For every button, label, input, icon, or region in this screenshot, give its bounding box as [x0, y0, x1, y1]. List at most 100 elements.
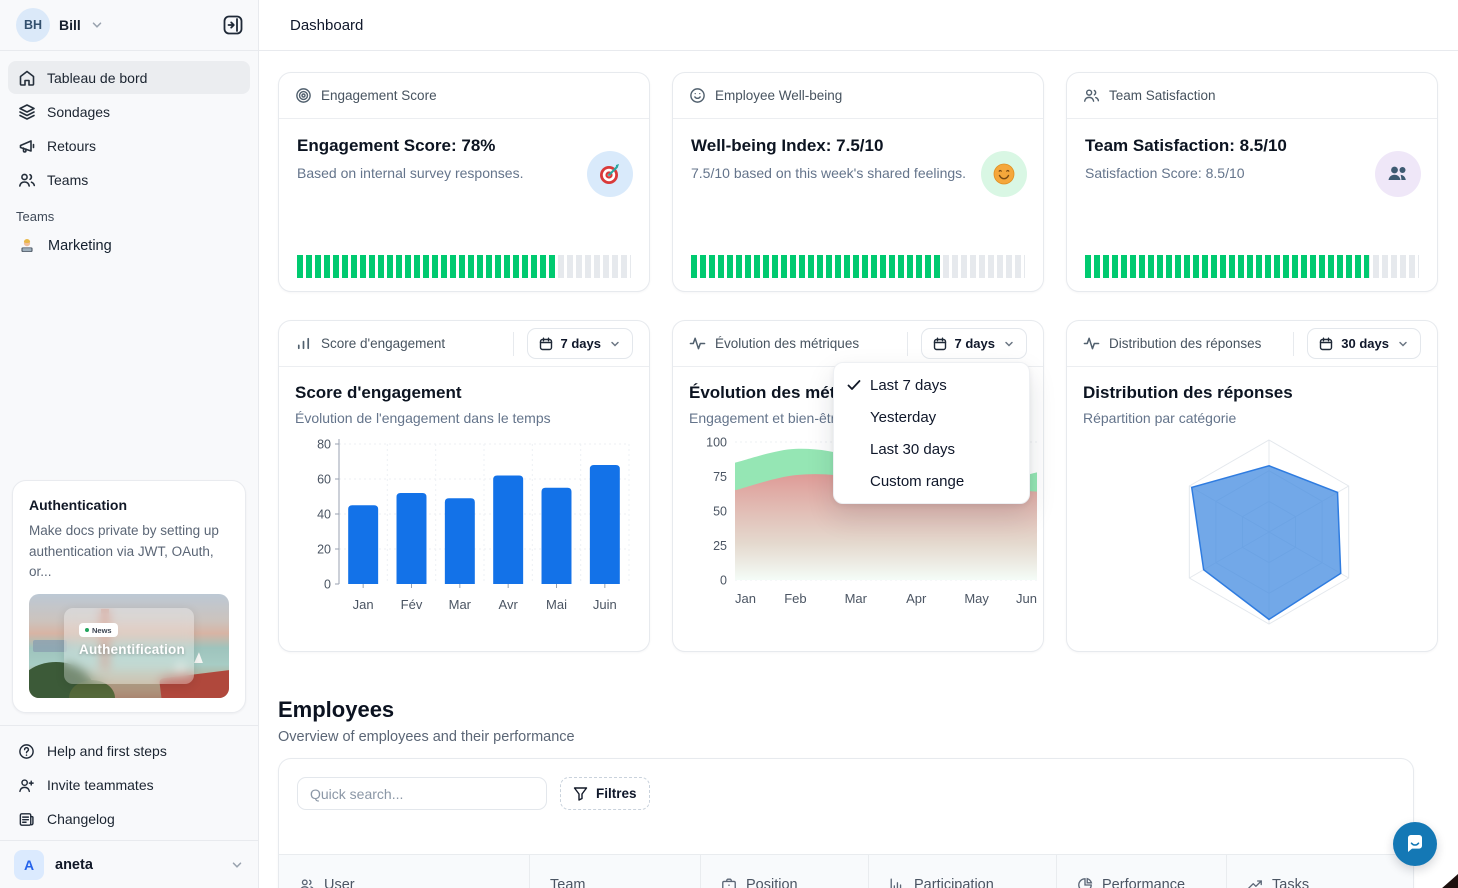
user-name[interactable]: Bill — [59, 17, 81, 33]
svg-text:Mar: Mar — [845, 591, 868, 606]
column-label: Performance — [1102, 876, 1186, 888]
sidebar-item-label: Sondages — [47, 103, 111, 120]
sidebar: BH Bill Tableau de bord — [0, 0, 259, 888]
engagement-progress-bar — [297, 255, 631, 278]
target-dart-emoji — [587, 151, 633, 197]
svg-text:60: 60 — [317, 473, 331, 487]
stat-title: Engagement Score: 78% — [297, 136, 496, 155]
card-header-label: Employee Well-being — [715, 88, 843, 103]
check-icon — [846, 377, 862, 393]
progress-fill — [691, 255, 942, 278]
smile-icon — [689, 87, 706, 104]
stat-card-row: Engagement Score Engagement Score: 78% B… — [278, 72, 1438, 292]
promo-image-title: Authentification — [79, 642, 185, 657]
sailboat-shape — [194, 652, 203, 664]
menu-item-last-7-days[interactable]: Last 7 days — [834, 369, 1029, 401]
menu-item-last-30-days[interactable]: Last 30 days — [834, 433, 1029, 465]
technologist-emoji-icon — [18, 237, 36, 255]
users-icon — [18, 171, 36, 189]
promo-glass-overlay: News Authentification — [64, 608, 194, 684]
date-range-button[interactable]: 30 days — [1307, 328, 1421, 359]
date-range-dropdown-menu: Last 7 days Yesterday Last 30 days Custo… — [833, 362, 1030, 504]
sidebar-item-dashboard[interactable]: Tableau de bord — [8, 61, 250, 94]
footer-item-label: Invite teammates — [47, 777, 154, 793]
calendar-icon — [1319, 337, 1333, 351]
search-input[interactable] — [297, 777, 547, 810]
divider — [1293, 331, 1295, 356]
sidebar-item-label: Retours — [47, 137, 97, 154]
svg-text:May: May — [964, 591, 989, 606]
column-header-participation[interactable]: Participation — [869, 855, 1057, 888]
topbar: Dashboard — [259, 0, 1458, 51]
filters-label: Filtres — [596, 786, 637, 801]
sidebar-collapse-button[interactable] — [220, 12, 246, 38]
column-label: User — [324, 876, 355, 888]
card-header: Distribution des réponses 30 days — [1067, 321, 1437, 367]
satisfaction-progress-bar — [1085, 255, 1419, 278]
menu-item-label: Last 30 days — [870, 440, 956, 458]
card-header-label: Évolution des métriques — [715, 336, 860, 351]
chat-bubble-icon — [1408, 835, 1422, 852]
column-label: Participation — [914, 876, 994, 888]
radar-chart — [1083, 432, 1421, 637]
divider — [512, 331, 514, 356]
divider — [0, 50, 258, 51]
workspace-switcher[interactable]: A aneta — [0, 840, 258, 888]
card-body: Score d'engagement Évolution de l'engage… — [279, 367, 649, 623]
invite-teammates-item[interactable]: Invite teammates — [8, 768, 250, 802]
sidebar-item-label: Teams — [47, 171, 89, 188]
card-body: Well-being Index: 7.5/10 7.5/10 based on… — [673, 119, 1043, 291]
column-header-team[interactable]: Team — [530, 855, 701, 888]
svg-text:Apr: Apr — [906, 591, 927, 606]
filters-button[interactable]: Filtres — [560, 777, 650, 810]
date-range-button[interactable]: 7 days — [920, 328, 1027, 359]
column-label: Team — [550, 876, 586, 888]
column-header-performance[interactable]: Performance — [1057, 855, 1227, 888]
chevron-down-icon[interactable] — [90, 18, 104, 32]
target-rings-icon — [295, 87, 312, 104]
stat-card-satisfaction: Team Satisfaction Team Satisfaction: 8.5… — [1066, 72, 1438, 292]
bar-chart-icon — [889, 877, 905, 888]
busts-silhouette-emoji — [1375, 151, 1421, 197]
news-dot-icon — [85, 628, 89, 632]
workspace-name: aneta — [55, 856, 93, 873]
help-menu-item[interactable]: Help and first steps — [8, 734, 250, 768]
sidebar-team-marketing[interactable]: Marketing — [8, 230, 250, 262]
chevron-down-icon — [609, 338, 621, 350]
user-avatar[interactable]: BH — [16, 8, 50, 42]
date-range-button[interactable]: 7 days — [526, 328, 633, 359]
footer-item-label: Help and first steps — [47, 743, 167, 759]
column-header-user[interactable]: User — [279, 855, 530, 888]
home-icon — [18, 69, 36, 87]
changelog-item[interactable]: Changelog — [8, 802, 250, 836]
radar-chart-svg — [1188, 439, 1350, 625]
employees-subtitle: Overview of employees and their performa… — [278, 729, 575, 745]
sidebar-item-teams[interactable]: Teams — [8, 163, 250, 196]
column-header-position[interactable]: Position — [701, 855, 869, 888]
card-header-label: Distribution des réponses — [1109, 336, 1262, 351]
date-range-label: 7 days — [560, 336, 601, 351]
sidebar-footer: Help and first steps Invite teammates Ch… — [0, 725, 258, 840]
stat-subtitle: 7.5/10 based on this week's shared feeli… — [691, 165, 967, 181]
card-header-label: Score d'engagement — [321, 336, 446, 351]
sidebar-item-feedback[interactable]: Retours — [8, 129, 250, 162]
card-header-label: Team Satisfaction — [1109, 88, 1216, 103]
column-header-tasks[interactable]: Tasks — [1227, 855, 1413, 888]
svg-text:25: 25 — [713, 539, 727, 553]
activity-icon — [689, 335, 706, 352]
bar-chart-svg: 0 20 40 60 80 Jan Fév Mar Avr Mai Juin — [317, 438, 630, 612]
chart-title: Distribution des réponses — [1083, 383, 1293, 402]
chart-subtitle: Répartition par catégorie — [1083, 410, 1237, 426]
stat-subtitle: Satisfaction Score: 8.5/10 — [1085, 165, 1245, 181]
card-body: Engagement Score: 78% Based on internal … — [279, 119, 649, 291]
chart-subtitle: Engagement et bien-être — [689, 410, 844, 426]
promo-card-authentication[interactable]: Authentication Make docs private by sett… — [12, 480, 246, 713]
menu-item-custom-range[interactable]: Custom range — [834, 465, 1029, 497]
chat-launcher-button[interactable] — [1393, 822, 1437, 866]
sidebar-item-surveys[interactable]: Sondages — [8, 95, 250, 128]
menu-item-yesterday[interactable]: Yesterday — [834, 401, 1029, 433]
card-header: Team Satisfaction — [1067, 73, 1437, 119]
promo-image[interactable]: News Authentification — [29, 594, 229, 698]
user-plus-icon — [18, 777, 35, 794]
employees-table-panel: Filtres User Team — [278, 758, 1414, 888]
